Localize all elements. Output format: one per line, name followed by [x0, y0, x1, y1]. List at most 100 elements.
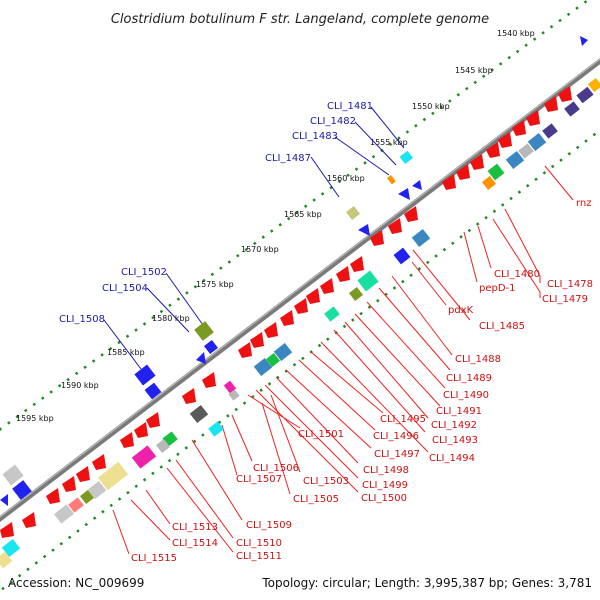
- reverse-gene-arrow[interactable]: [470, 154, 484, 170]
- reverse-gene-box[interactable]: [393, 247, 411, 265]
- gene-label[interactable]: CLI_1510: [236, 538, 282, 549]
- reverse-gene-arrow[interactable]: [202, 372, 216, 388]
- reverse-gene-box[interactable]: [155, 438, 171, 454]
- gene-label[interactable]: CLI_1483: [292, 131, 338, 142]
- reverse-gene-box[interactable]: [131, 445, 157, 469]
- gene-label[interactable]: CLI_1500: [361, 493, 407, 504]
- gene-label[interactable]: CLI_1513: [172, 522, 218, 533]
- forward-gene-box[interactable]: [345, 205, 361, 221]
- gene-label[interactable]: CLI_1509: [246, 520, 292, 531]
- reverse-gene-arrow[interactable]: [92, 454, 106, 470]
- reverse-gene-arrow[interactable]: [146, 412, 160, 428]
- reverse-gene-box[interactable]: [1, 538, 21, 558]
- gene-label[interactable]: CLI_1495: [380, 414, 426, 425]
- gene-label[interactable]: CLI_1492: [431, 420, 477, 431]
- reverse-gene-box[interactable]: [564, 101, 580, 117]
- gene-label[interactable]: CLI_1514: [172, 538, 218, 549]
- gene-label[interactable]: CLI_1496: [373, 431, 419, 442]
- gene-label[interactable]: CLI_1487: [265, 153, 311, 164]
- reverse-gene-box[interactable]: [487, 163, 505, 181]
- reverse-gene-arrow[interactable]: [280, 310, 294, 326]
- reverse-gene-arrow[interactable]: [294, 298, 308, 314]
- reverse-gene-arrow[interactable]: [336, 266, 350, 282]
- gene-label[interactable]: CLI_1489: [446, 373, 492, 384]
- reverse-gene-arrow[interactable]: [238, 342, 252, 358]
- reverse-gene-box[interactable]: [587, 77, 600, 93]
- gene-label[interactable]: CLI_1498: [363, 465, 409, 476]
- reverse-gene-arrow[interactable]: [0, 522, 14, 538]
- forward-gene-box[interactable]: [2, 464, 24, 486]
- gene-label[interactable]: CLI_1482: [310, 116, 356, 127]
- gene-label[interactable]: CLI_1494: [429, 453, 475, 464]
- forward-gene-arrow[interactable]: [358, 224, 370, 236]
- gene-label[interactable]: CLI_1501: [298, 429, 344, 440]
- reverse-gene-arrow[interactable]: [46, 488, 60, 504]
- gene-label[interactable]: CLI_1488: [455, 354, 501, 365]
- gene-label[interactable]: CLI_1508: [59, 314, 105, 325]
- reverse-gene-box[interactable]: [357, 270, 379, 292]
- reverse-gene-arrow[interactable]: [182, 388, 196, 404]
- reverse-gene-box[interactable]: [542, 123, 558, 139]
- reverse-gene-box[interactable]: [324, 306, 340, 322]
- gene-label[interactable]: CLI_1515: [131, 553, 177, 564]
- gene-label[interactable]: pdxK: [448, 305, 474, 316]
- reverse-gene-arrow[interactable]: [498, 132, 512, 148]
- forward-gene-arrow[interactable]: [398, 188, 410, 200]
- gene-label[interactable]: pepD-1: [479, 283, 516, 294]
- forward-gene-arrow[interactable]: [196, 352, 206, 364]
- gene-label[interactable]: CLI_1506: [253, 463, 299, 474]
- forward-gene-arrow[interactable]: [412, 180, 422, 190]
- reverse-gene-arrow[interactable]: [388, 218, 402, 234]
- reverse-gene-box[interactable]: [253, 357, 273, 377]
- reverse-gene-box[interactable]: [527, 132, 547, 152]
- reverse-gene-arrow[interactable]: [76, 466, 90, 482]
- forward-gene-box[interactable]: [399, 150, 414, 165]
- gene-label[interactable]: CLI_1491: [436, 406, 482, 417]
- forward-gene-box[interactable]: [12, 480, 32, 500]
- gene-label[interactable]: CLI_1493: [432, 435, 478, 446]
- reverse-gene-box[interactable]: [265, 352, 281, 368]
- gene-label[interactable]: CLI_1502: [121, 267, 167, 278]
- forward-gene-box[interactable]: [144, 382, 162, 400]
- reverse-gene-arrow[interactable]: [306, 288, 320, 304]
- reverse-gene-arrow[interactable]: [22, 512, 36, 528]
- gene-label[interactable]: CLI_1503: [303, 476, 349, 487]
- reverse-gene-arrow[interactable]: [512, 120, 526, 136]
- reverse-gene-box[interactable]: [481, 175, 497, 191]
- reverse-gene-arrow[interactable]: [320, 278, 334, 294]
- gene-label[interactable]: CLI_1485: [479, 321, 525, 332]
- gene-label[interactable]: CLI_1504: [102, 283, 148, 294]
- gene-label[interactable]: CLI_1480: [494, 269, 540, 280]
- reverse-gene-arrow[interactable]: [120, 432, 134, 448]
- reverse-gene-arrow[interactable]: [544, 96, 558, 112]
- reverse-gene-box[interactable]: [68, 497, 84, 513]
- reverse-gene-box[interactable]: [518, 143, 534, 159]
- reverse-gene-box[interactable]: [223, 380, 237, 394]
- reverse-gene-box[interactable]: [54, 504, 74, 524]
- reverse-gene-box[interactable]: [79, 489, 95, 505]
- reverse-gene-arrow[interactable]: [250, 332, 264, 348]
- gene-label[interactable]: CLI_1497: [374, 449, 420, 460]
- reverse-gene-box[interactable]: [189, 404, 209, 424]
- reverse-gene-arrow[interactable]: [62, 476, 76, 492]
- gene-label[interactable]: rnz: [576, 198, 592, 209]
- gene-label[interactable]: CLI_1499: [362, 480, 408, 491]
- forward-gene-box[interactable]: [194, 321, 214, 341]
- reverse-gene-arrow[interactable]: [264, 322, 278, 338]
- reverse-gene-arrow[interactable]: [442, 174, 456, 190]
- gene-label[interactable]: CLI_1490: [443, 390, 489, 401]
- reverse-gene-box[interactable]: [0, 551, 13, 569]
- reverse-gene-arrow[interactable]: [134, 422, 148, 438]
- reverse-gene-box[interactable]: [273, 342, 293, 362]
- reverse-gene-arrow[interactable]: [350, 256, 364, 272]
- reverse-gene-arrow[interactable]: [404, 206, 418, 222]
- reverse-gene-arrow[interactable]: [456, 164, 470, 180]
- forward-gene-arrow[interactable]: [580, 36, 588, 46]
- gene-label[interactable]: CLI_1505: [293, 494, 339, 505]
- reverse-gene-arrow[interactable]: [370, 230, 384, 246]
- gene-label[interactable]: CLI_1507: [236, 474, 282, 485]
- forward-gene-box[interactable]: [203, 339, 219, 355]
- reverse-gene-box[interactable]: [228, 389, 240, 401]
- gene-label[interactable]: CLI_1511: [236, 551, 282, 562]
- reverse-gene-box[interactable]: [97, 461, 129, 491]
